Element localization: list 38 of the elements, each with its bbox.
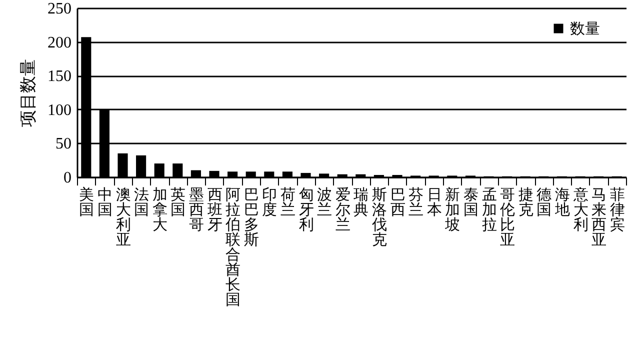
- x-tick-label: 爱尔兰: [335, 186, 350, 234]
- x-tick-label: 马来西亚: [592, 188, 607, 248]
- x-tick-label: 海地: [554, 186, 570, 218]
- x-tick-label: 波兰: [317, 186, 332, 218]
- x-tick-label: 澳大利亚: [116, 186, 131, 248]
- x-tick-label: 荷兰: [280, 186, 296, 218]
- x-tick-label: 日本: [426, 188, 442, 218]
- x-tick-label: 斯洛伐克: [372, 186, 387, 248]
- x-tick-label: 墨西哥: [188, 188, 204, 234]
- x-tick-label: 阿拉伯联合酋长国: [224, 188, 241, 308]
- x-tick-label: 捷克: [518, 186, 534, 218]
- legend-label: 数量: [570, 22, 600, 38]
- x-tick-label: 中国: [97, 186, 112, 218]
- x-tick-label: 泰国: [463, 188, 478, 218]
- x-tick-label: 德国: [536, 188, 552, 218]
- x-tick-label: 意大利: [572, 186, 588, 234]
- y-tick-label: 150: [48, 68, 72, 86]
- x-tick-label: 新加坡: [444, 186, 460, 234]
- x-tick-label: 哥伦比亚: [500, 188, 516, 248]
- x-tick-label: 孟加拉: [482, 188, 497, 234]
- x-tick-label: 巴巴多斯: [244, 188, 259, 248]
- x-tick-label: 匈牙利: [298, 186, 314, 234]
- y-tick-label: 50: [56, 136, 72, 153]
- x-tick-label: 芬兰: [408, 186, 424, 218]
- x-tick-label: 瑞典: [354, 186, 369, 218]
- x-tick-label: 巴西: [390, 188, 406, 218]
- x-tick-label: 西班牙: [207, 188, 222, 234]
- x-tick-label: 法国: [134, 186, 150, 218]
- x-tick-label: 美国: [79, 186, 94, 218]
- y-tick-label: 250: [48, 0, 72, 18]
- x-tick-label: 印度: [262, 186, 278, 218]
- y-axis-title: 项目数量: [18, 59, 38, 127]
- x-tick-label: 加拿大: [152, 186, 168, 234]
- y-tick-label: 100: [48, 102, 72, 119]
- x-tick-label: 菲律宾: [610, 186, 625, 234]
- y-tick-label: 200: [48, 34, 72, 52]
- x-tick-label: 英国: [170, 186, 186, 218]
- y-tick-label: 0: [64, 170, 72, 186]
